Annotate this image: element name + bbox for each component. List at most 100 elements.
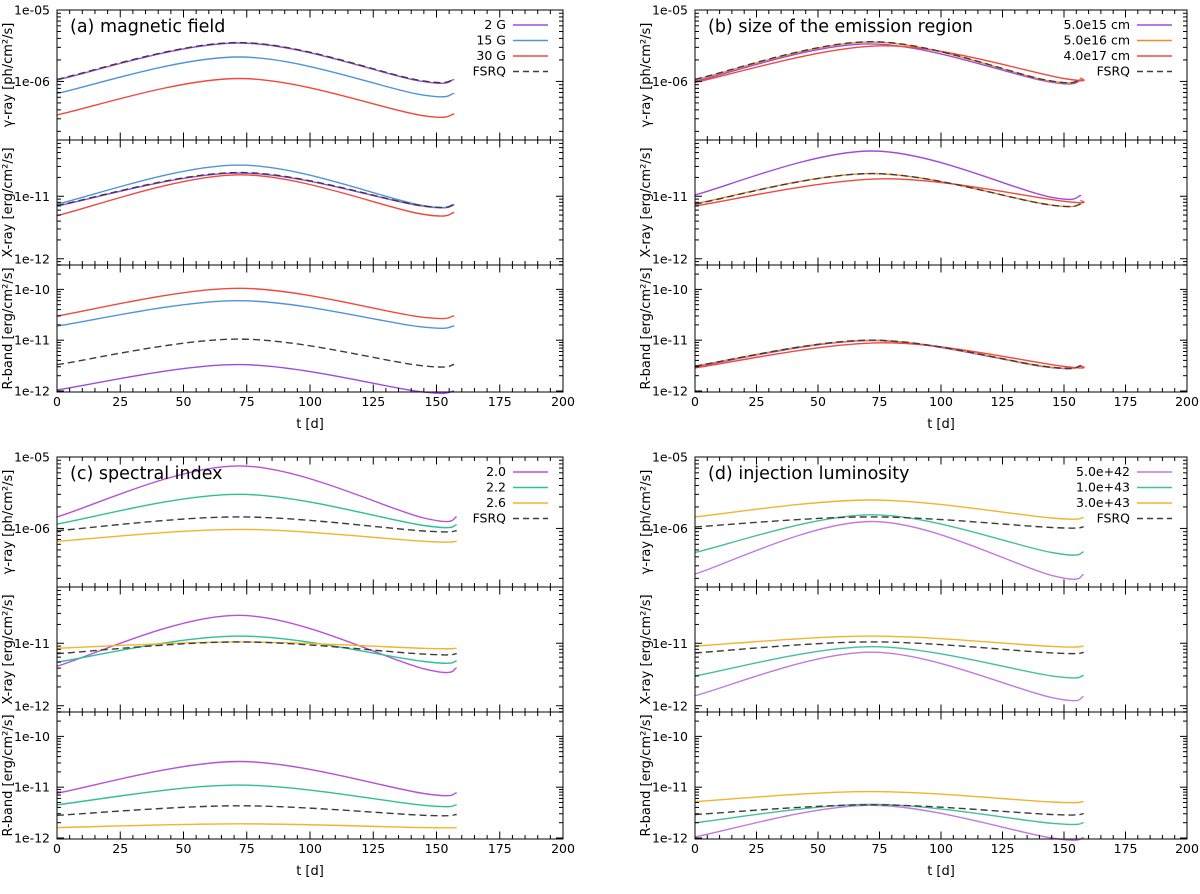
- series-line-FSRQ: [694, 40, 1082, 84]
- series-line-1.0e+43: [694, 646, 1084, 679]
- series-line-FSRQ: [694, 516, 1084, 529]
- x-tick-label: 125: [361, 394, 385, 409]
- series-line-30-G: [56, 174, 455, 217]
- x-tick-label: 150: [1052, 841, 1076, 856]
- series-line-4.0e17-cm: [694, 45, 1085, 84]
- series-line-3.0e+43: [694, 790, 1084, 804]
- y-axis-label: γ-ray [ph/cm²/s]: [1, 23, 16, 128]
- x-tick-label: 75: [239, 394, 255, 409]
- x-tick-label: 125: [361, 841, 385, 856]
- x-tick-label: 0: [691, 841, 699, 856]
- x-tick-label: 175: [488, 841, 512, 856]
- series-line-2-G: [56, 363, 455, 394]
- y-axis-label: γ-ray [ph/cm²/s]: [1, 470, 16, 575]
- y-tick-label: 1e-05: [14, 450, 50, 465]
- series-line-2.6: [56, 823, 457, 829]
- legend-label: FSRQ: [473, 64, 507, 79]
- y-tick-label: 1e-06: [14, 74, 50, 89]
- x-tick-label: 100: [929, 394, 953, 409]
- x-tick-label: 100: [298, 394, 322, 409]
- y-tick-label: 1e-11: [14, 636, 50, 651]
- x-tick-label: 0: [691, 394, 699, 409]
- y-axis-label: γ-ray [ph/cm²/s]: [639, 470, 654, 575]
- x-tick-label: 150: [1052, 394, 1076, 409]
- y-tick-label: 1e-11: [14, 780, 50, 795]
- series-line-2.6: [56, 528, 457, 543]
- x-tick-label: 25: [112, 394, 128, 409]
- x-tick-label: 200: [551, 841, 575, 856]
- legend-label: 2.6: [486, 495, 506, 510]
- y-tick-label: 1e-11: [652, 636, 688, 651]
- x-tick-label: 50: [810, 394, 826, 409]
- y-tick-label: 1e-11: [652, 333, 688, 348]
- series-line-2.2: [56, 635, 457, 664]
- panel-title: (c) spectral index: [70, 464, 223, 484]
- series-line-FSRQ: [56, 41, 455, 84]
- series-line-3.0e+43: [694, 499, 1084, 520]
- x-tick-label: 25: [749, 841, 765, 856]
- x-tick-label: 25: [749, 394, 765, 409]
- x-tick-label: 50: [176, 841, 192, 856]
- series-line-2.2: [56, 493, 457, 529]
- axis-box: [56, 586, 564, 713]
- axis-box: [56, 139, 564, 266]
- y-tick-label: 1e-10: [14, 282, 50, 297]
- x-tick-label: 75: [872, 841, 888, 856]
- panel-d-injection-luminosity: 1e-05 1e-06γ-ray [ph/cm²/s] (d) injection …: [639, 450, 1199, 880]
- x-tick-label: 100: [929, 841, 953, 856]
- legend-label: 2.0: [486, 464, 506, 479]
- y-tick-label: 1e-12: [14, 251, 50, 266]
- series-line-FSRQ: [694, 339, 1082, 370]
- series-line-15-G: [56, 56, 455, 98]
- y-tick-label: 1e-12: [652, 251, 688, 266]
- x-tick-label: 0: [53, 394, 61, 409]
- panel-title: (d) injection luminosity: [708, 464, 909, 484]
- x-tick-label: 25: [112, 841, 128, 856]
- series-line-3.0e+43: [694, 635, 1084, 648]
- y-tick-label: 1e-12: [652, 383, 688, 398]
- y-tick-label: 1e-11: [652, 189, 688, 204]
- x-tick-label: 175: [1114, 841, 1138, 856]
- series-line-FSRQ: [56, 641, 457, 656]
- y-tick-label: 1e-11: [14, 333, 50, 348]
- series-line-2.0: [56, 614, 457, 674]
- y-tick-label: 1e-06: [652, 521, 688, 536]
- x-tick-label: 200: [551, 394, 575, 409]
- series-line-FSRQ: [56, 338, 455, 368]
- legend-label: 15 G: [476, 33, 506, 48]
- x-tick-label: 75: [872, 394, 888, 409]
- y-tick-label: 1e-10: [652, 729, 688, 744]
- y-tick-label: 1e-12: [652, 830, 688, 845]
- axis-box: [56, 264, 564, 393]
- series-line-FSRQ: [56, 171, 455, 209]
- y-axis-label: X-ray [erg/cm²/s]: [1, 594, 16, 704]
- series-line-30-G: [56, 77, 455, 118]
- legend-label: 1.0e+43: [1076, 480, 1130, 495]
- legend-label: 2.2: [486, 480, 506, 495]
- x-tick-label: 150: [425, 841, 449, 856]
- y-axis-label: R-band [erg/cm²/s]: [639, 714, 654, 836]
- legend-label: FSRQ: [473, 511, 507, 526]
- series-line-5.0e+42: [694, 520, 1084, 580]
- legend-label: 5.0e16 cm: [1064, 33, 1131, 48]
- y-tick-label: 1e-05: [652, 3, 688, 18]
- y-tick-label: 1e-10: [652, 282, 688, 297]
- x-tick-label: 50: [176, 394, 192, 409]
- series-line-1.0e+43: [694, 803, 1084, 826]
- legend-label: 3.0e+43: [1076, 495, 1130, 510]
- legend-label: 4.0e17 cm: [1064, 48, 1131, 63]
- series-line-5.0e15-cm: [694, 150, 1082, 201]
- x-tick-label: 50: [810, 841, 826, 856]
- y-tick-label: 1e-12: [14, 698, 50, 713]
- series-line-5.0e+42: [694, 651, 1084, 702]
- x-tick-label: 150: [425, 394, 449, 409]
- panel-b-emission-region-size: 1e-05 1e-06γ-ray [ph/cm²/s] (b) size of th…: [639, 3, 1199, 433]
- x-tick-label: 100: [298, 841, 322, 856]
- series-line-1.0e+43: [694, 514, 1084, 556]
- series-line-2.2: [56, 784, 457, 808]
- y-axis-label: R-band [erg/cm²/s]: [639, 267, 654, 389]
- legend-label: 5.0e15 cm: [1064, 17, 1131, 32]
- legend-label: 5.0e+42: [1076, 464, 1130, 479]
- y-tick-label: 1e-06: [14, 521, 50, 536]
- x-tick-label: 125: [991, 841, 1015, 856]
